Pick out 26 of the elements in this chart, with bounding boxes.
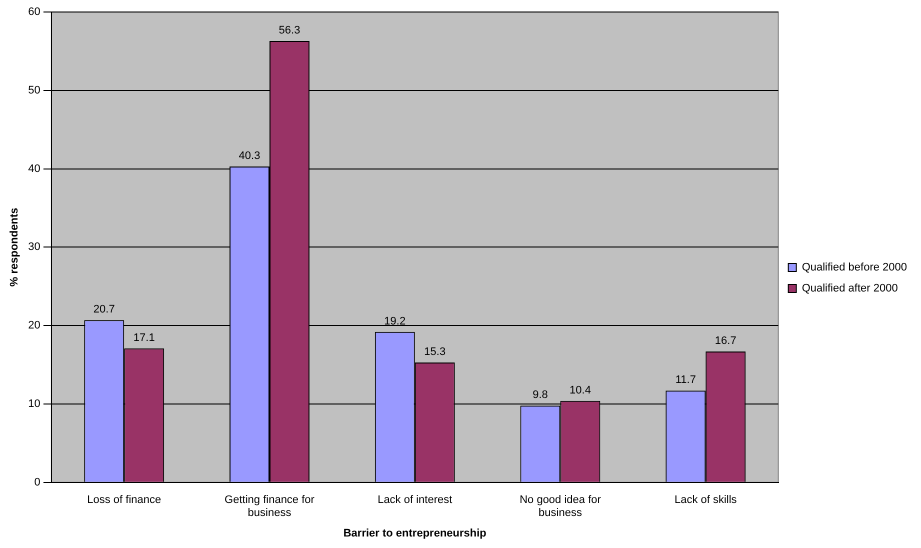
data-label: 11.7 bbox=[675, 374, 696, 386]
legend-label: Qualified after 2000 bbox=[802, 282, 898, 295]
legend-label: Qualified before 2000 bbox=[802, 262, 907, 274]
data-label: 19.2 bbox=[384, 315, 406, 328]
y-tick-label: 50 bbox=[28, 84, 40, 96]
x-tick-label: Lack of interest bbox=[378, 494, 452, 506]
y-axis-title: % respondents bbox=[8, 208, 21, 287]
y-tick-label: 20 bbox=[28, 320, 40, 332]
data-label: 10.4 bbox=[570, 384, 591, 396]
data-label: 56.3 bbox=[278, 24, 300, 37]
data-label: 20.7 bbox=[93, 304, 115, 316]
x-axis-title: Barrier to entrepreneurship bbox=[343, 527, 487, 540]
y-tick-label: 40 bbox=[28, 162, 40, 175]
data-label: 40.3 bbox=[238, 150, 260, 162]
y-tick-label: 10 bbox=[28, 398, 40, 410]
y-tick-label: 60 bbox=[28, 6, 40, 18]
x-tick-label: Loss of finance bbox=[87, 494, 162, 506]
data-label: 15.3 bbox=[424, 346, 446, 358]
x-tick-label: Getting finance for business bbox=[224, 494, 315, 520]
data-label: 17.1 bbox=[133, 332, 155, 344]
y-tick-label: 30 bbox=[28, 241, 40, 254]
y-tick-label: 0 bbox=[34, 476, 40, 488]
x-tick-label: Lack of skills bbox=[674, 494, 738, 506]
data-label: 16.7 bbox=[714, 335, 736, 348]
x-tick-label: No good idea for business bbox=[520, 494, 602, 520]
data-label: 9.8 bbox=[532, 389, 548, 402]
